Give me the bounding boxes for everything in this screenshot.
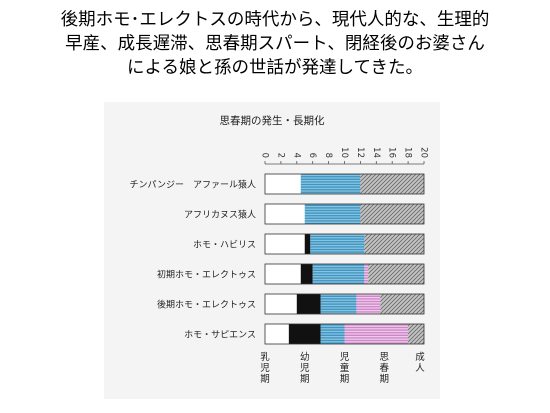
bar-outline	[264, 233, 425, 255]
x-tick-label: 4	[291, 153, 301, 158]
bar-segment	[300, 264, 313, 284]
bar-segment	[310, 234, 365, 254]
x-tick-label: 16	[387, 147, 397, 158]
bar-segment	[265, 234, 305, 254]
bar-row: ホモ・ハビリス	[193, 233, 425, 255]
category-label: アフリカヌス猿人	[184, 209, 256, 221]
title-line-1: 後期ホモ･エレクトスの時代から、現代人的な、生理的	[60, 10, 490, 30]
bar-segment	[320, 294, 357, 314]
x-tick-label: 20	[419, 147, 429, 158]
bar-segment	[364, 234, 424, 254]
bar-segment	[296, 294, 321, 314]
stage-label: 乳児期	[260, 351, 270, 385]
bar-outline	[264, 173, 425, 195]
category-label: 初期ホモ・エレクトゥス	[157, 269, 256, 281]
bar-segment	[265, 324, 289, 344]
stage-label: 思春期	[379, 352, 389, 385]
x-tick-label: 10	[339, 147, 349, 158]
x-tick-label: 8	[323, 153, 333, 158]
category-label: ホモ・サピエンス	[184, 330, 256, 341]
bar-segment	[265, 264, 301, 284]
category-label: 後期ホモ・エレクトゥス	[157, 299, 256, 311]
bar-row: アフリカヌス猿人	[184, 203, 425, 225]
category-label: チンパンジー アファール猿人	[130, 179, 256, 191]
stage-label: 児童期	[340, 352, 350, 385]
bar-segment	[304, 234, 311, 254]
stage-label: 成人	[415, 351, 425, 374]
bar-segment	[344, 324, 409, 344]
bar-row: 初期ホモ・エレクトゥス	[157, 263, 425, 285]
x-tick-label: 2	[275, 153, 285, 158]
bar-segment	[265, 174, 301, 194]
bar-row: ホモ・サピエンス	[184, 323, 425, 345]
bar-segment	[368, 264, 424, 284]
x-tick-label: 6	[307, 153, 317, 158]
bar-segment	[360, 174, 424, 194]
x-tick-label: 14	[371, 147, 381, 158]
chart-figure: 思春期の発生・長期化 0 2 4 6 8 10 12 14 16 18 20 チンパンジー アファー…	[104, 102, 440, 399]
bar-segment	[360, 204, 424, 224]
bar-segment	[300, 174, 361, 194]
bar-segment	[356, 294, 381, 314]
bar-segment	[265, 294, 297, 314]
bar-segment	[320, 324, 345, 344]
title-line-3: による娘と孫の世話が発達してきた。	[127, 58, 423, 78]
bar-outline	[264, 293, 425, 315]
bar-outline	[264, 263, 425, 285]
bar-outline	[264, 203, 425, 225]
bar-segment	[304, 204, 361, 224]
bar-segment	[288, 324, 321, 344]
category-label: ホモ・ハビリス	[193, 240, 256, 251]
title-line-2: 早産、成長遅滞、思春期スパート、閉経後のお婆さん	[65, 34, 485, 54]
bar-segment	[380, 294, 424, 314]
bar-segment	[408, 324, 424, 344]
bar-outline	[264, 323, 425, 345]
stage-label: 幼児期	[300, 351, 310, 385]
x-tick-label: 0	[260, 153, 270, 158]
bar-segment	[364, 264, 369, 284]
slide-title: 後期ホモ･エレクトスの時代から、現代人的な、生理的 早産、成長遅滞、思春期スパー…	[0, 8, 550, 80]
bar-row: 後期ホモ・エレクトゥス	[157, 293, 425, 315]
x-tick-label: 12	[355, 147, 365, 158]
x-tick-label: 18	[403, 147, 413, 158]
bar-row: チンパンジー アファール猿人	[130, 173, 425, 195]
chart-title: 思春期の発生・長期化	[220, 114, 325, 127]
bar-segment	[312, 264, 365, 284]
stacked-bar-chart: 思春期の発生・長期化 0 2 4 6 8 10 12 14 16 18 20 チンパンジー アファー…	[130, 114, 429, 385]
bar-segment	[265, 204, 305, 224]
